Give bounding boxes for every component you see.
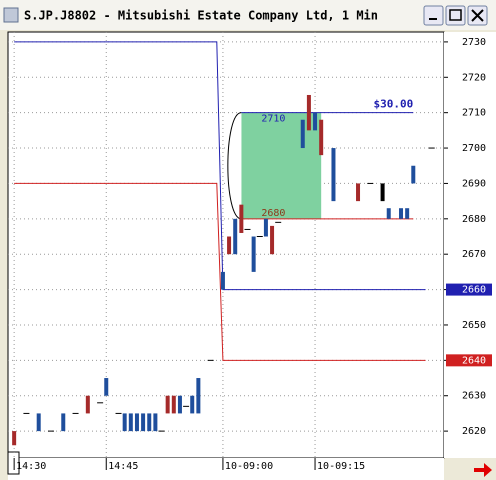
window-title: S.JP.J8802 - Mitsubishi Estate Company L… xyxy=(24,9,378,23)
scroll-box[interactable] xyxy=(7,451,20,475)
bar xyxy=(85,395,90,414)
bar xyxy=(399,208,404,219)
y-tick-label: 2630 xyxy=(462,391,486,402)
y-tick-label: 2720 xyxy=(462,72,486,83)
bar xyxy=(190,395,195,414)
bar xyxy=(153,413,158,432)
bar xyxy=(275,221,282,223)
price-marker-label: 2660 xyxy=(462,285,486,296)
bar xyxy=(380,183,385,202)
minimize-button[interactable] xyxy=(423,5,444,26)
bar xyxy=(220,271,225,290)
bar xyxy=(122,413,127,432)
measure-high-label: 2710 xyxy=(261,114,285,125)
measure-low-label: 2680 xyxy=(261,208,285,219)
y-axis-area xyxy=(444,32,496,458)
bar xyxy=(386,208,391,219)
maximize-icon xyxy=(449,9,462,21)
title-bar xyxy=(0,0,496,30)
bar xyxy=(104,378,109,396)
close-icon xyxy=(471,9,484,22)
bar xyxy=(97,402,104,404)
bar xyxy=(227,236,232,255)
x-tick-label: 14:30 xyxy=(16,461,46,472)
y-tick-label: 2670 xyxy=(462,249,486,260)
bar xyxy=(183,405,190,407)
bar xyxy=(177,395,182,414)
bar xyxy=(233,218,238,255)
x-tick-label: 10-09:15 xyxy=(317,461,365,472)
bar xyxy=(300,119,305,149)
bar xyxy=(134,413,139,432)
y-tick-label: 2620 xyxy=(462,426,486,437)
bar xyxy=(405,208,410,219)
plot-area xyxy=(7,31,445,459)
bar xyxy=(165,395,170,414)
y-tick-label: 2710 xyxy=(462,108,486,119)
bar xyxy=(128,413,133,432)
bar xyxy=(306,94,311,131)
bar xyxy=(356,183,361,202)
bar xyxy=(319,119,324,156)
bar xyxy=(251,236,256,272)
bar xyxy=(61,413,66,432)
level-line xyxy=(14,41,426,291)
app-icon xyxy=(3,7,19,23)
bar xyxy=(270,225,275,255)
bar xyxy=(411,165,416,184)
bar xyxy=(367,182,374,184)
bar xyxy=(141,413,146,432)
price-marker xyxy=(446,283,492,296)
y-tick-label: 2650 xyxy=(462,320,486,331)
x-tick-label: 10-09:00 xyxy=(225,461,273,472)
window-buttons[interactable] xyxy=(423,5,488,26)
level-line xyxy=(14,182,426,361)
bar xyxy=(239,204,244,233)
scroll-arrow[interactable] xyxy=(474,463,492,477)
bar xyxy=(313,112,318,131)
measure-bracket xyxy=(227,112,242,220)
bar xyxy=(244,228,251,230)
y-tick-label: 2700 xyxy=(462,143,486,154)
bar xyxy=(12,431,17,446)
bar xyxy=(331,148,336,202)
bar xyxy=(72,412,79,414)
bar xyxy=(196,378,201,414)
measure-label: $30.00 xyxy=(374,98,414,111)
bar xyxy=(147,413,152,432)
bar xyxy=(47,430,54,432)
bar xyxy=(23,412,30,414)
x-axis-area xyxy=(8,458,444,480)
bar xyxy=(115,412,122,414)
bar xyxy=(158,430,165,432)
y-tick-label: 2680 xyxy=(462,214,486,225)
price-marker xyxy=(446,354,492,367)
bar xyxy=(428,147,435,149)
bar xyxy=(256,236,263,238)
bar xyxy=(207,359,214,361)
price-marker-label: 2640 xyxy=(462,355,486,366)
bar xyxy=(36,413,41,432)
bar xyxy=(263,218,268,237)
y-tick-label: 2730 xyxy=(462,37,486,48)
bar xyxy=(171,395,176,414)
maximize-button[interactable] xyxy=(445,5,466,26)
x-tick-label: 14:45 xyxy=(108,461,138,472)
y-tick-label: 2690 xyxy=(462,178,486,189)
